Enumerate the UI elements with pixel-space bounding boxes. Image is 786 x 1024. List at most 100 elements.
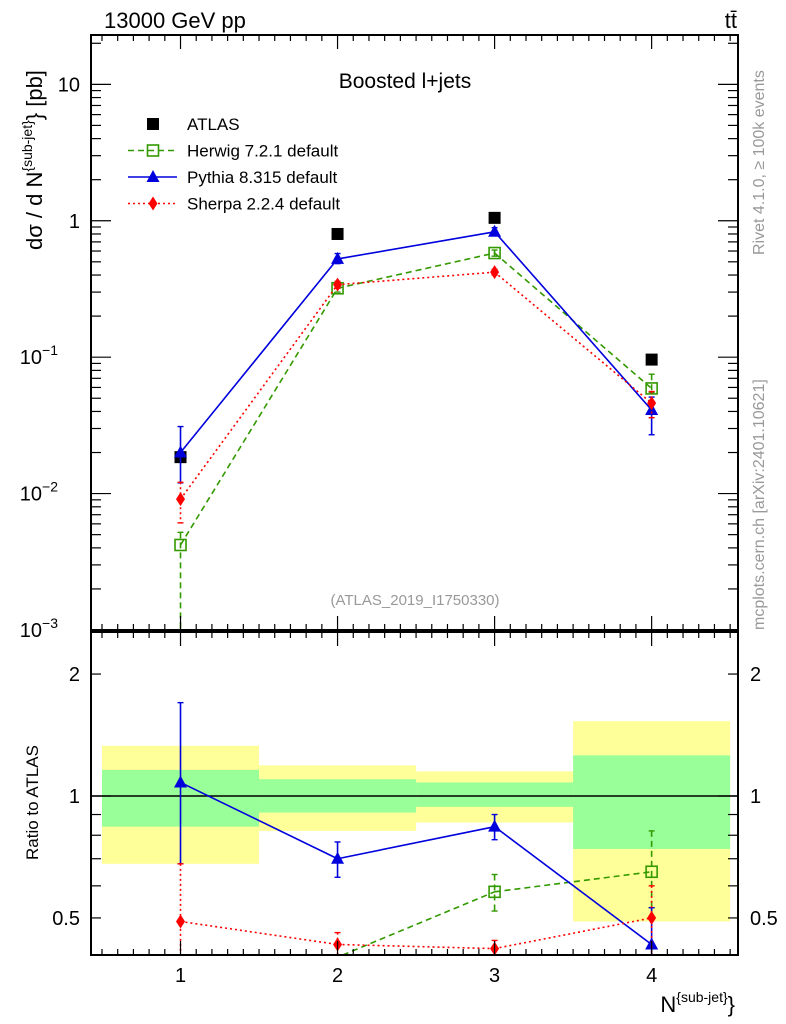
y-tick-label-base: 10 (20, 484, 42, 506)
y-tick-label-exponent: −2 (42, 479, 58, 495)
series-line-segment (179, 284, 339, 500)
legend-marker (146, 144, 160, 157)
data-point (647, 910, 657, 925)
legend-item: Pythia 8.315 default (128, 168, 338, 187)
legend-item: Herwig 7.2.1 default (128, 142, 338, 161)
side-text-rivet: Rivet 4.1.0, ≥ 100k events (751, 70, 768, 255)
data-point (645, 353, 658, 366)
header-left: 13000 GeV pp (104, 8, 246, 33)
green-band-bin-3 (416, 782, 574, 807)
y-tick-label: 1 (69, 786, 80, 808)
side-text-mcplots: mcplots.cern.ch [arXiv:2401.10621] (751, 379, 768, 630)
ratio-y-axis-label: Ratio to ATLAS (23, 745, 42, 860)
series-herwig (334, 830, 658, 956)
series-line-segment (342, 891, 495, 956)
data-point (645, 382, 658, 395)
y-tick-label-base: 0.5 (52, 908, 80, 930)
data-point (490, 265, 500, 280)
data-point (488, 819, 502, 832)
panel-frame (90, 631, 739, 956)
x-axis-label-main: N (660, 992, 676, 1017)
y-tick-label-right: 2 (750, 664, 761, 686)
data-point (488, 224, 502, 237)
legend-marker (148, 196, 158, 211)
y-tick-label-base: 10 (20, 347, 42, 369)
plot-area (174, 211, 659, 630)
y-tick-label-right: 0.5 (750, 908, 778, 930)
series-sherpa (176, 863, 657, 956)
y-tick-label: 1 (69, 211, 80, 233)
series-line-segment (494, 271, 653, 404)
y-tick-label: 10−3 (20, 615, 58, 642)
y-tick-label-base: 1 (69, 211, 80, 233)
panel-frame (90, 34, 739, 631)
legend-label: Sherpa 2.2.4 default (187, 195, 340, 214)
data-point (333, 277, 343, 292)
data-point (174, 445, 188, 458)
series-line-segment (179, 287, 339, 546)
x-axis-label-close: } (728, 992, 735, 1017)
x-tick-label: 2 (332, 965, 343, 987)
y-tick-label: 10 (58, 74, 80, 96)
y-axis-label-main: dσ / d N (22, 172, 47, 250)
series-line-segment (337, 271, 495, 286)
series-line-segment (337, 825, 495, 860)
series-atlas (174, 211, 658, 464)
data-point (176, 492, 186, 507)
series-line-segment (179, 258, 339, 454)
y-axis-label: dσ / d N{sub-jet}} [pb] (19, 70, 47, 250)
series-line-segment (180, 920, 338, 946)
legend: ATLAS Herwig 7.2.1 default Pythia 8.315 de… (128, 115, 340, 214)
series-sherpa (176, 265, 657, 524)
legend-marker (147, 118, 159, 130)
ratio-panel: 2 2 1 1 0.5 0.5 1 2 3 4 (52, 631, 778, 987)
data-point (331, 851, 345, 864)
x-axis-label-sup: {sub-jet} (676, 989, 728, 1005)
x-tick-label: 4 (646, 965, 657, 987)
watermark: (ATLAS_2019_I1750330) (330, 592, 499, 609)
data-point (176, 914, 186, 929)
plot-area (91, 701, 738, 956)
y-tick-label-base: 2 (69, 664, 80, 686)
header-right: tt̄ (725, 8, 737, 33)
series-line-segment (494, 826, 653, 946)
y-tick-label-base: 10 (58, 74, 80, 96)
y-tick-label: 10−2 (20, 479, 58, 506)
y-axis-label-sup: {sub-jet} (19, 120, 35, 172)
x-tick-label: 3 (489, 965, 500, 987)
y-tick-label-exponent: −1 (42, 342, 58, 358)
data-point (488, 885, 501, 899)
data-point (645, 865, 658, 879)
data-point (331, 227, 344, 240)
y-tick-label-base: 1 (69, 786, 80, 808)
series-line-segment (494, 917, 652, 950)
series-line-segment (337, 943, 495, 950)
data-point (488, 211, 501, 224)
y-tick-label-base: 10 (20, 620, 42, 642)
y-axis-label-unit: } [pb] (22, 70, 47, 120)
y-tick-label: 0.5 (52, 908, 80, 930)
plot-title: Boosted l+jets (339, 70, 472, 93)
series-line-segment (337, 231, 495, 260)
data-point (488, 246, 501, 260)
series-herwig (174, 246, 658, 630)
x-tick-label: 1 (175, 965, 186, 987)
legend-item: Sherpa 2.2.4 default (128, 195, 340, 214)
legend-item: ATLAS (147, 115, 240, 134)
y-tick-label: 10−1 (20, 342, 58, 369)
data-point (174, 538, 187, 552)
series-line-segment (493, 231, 653, 411)
data-point (647, 396, 657, 411)
legend-label: Pythia 8.315 default (187, 168, 338, 187)
series-line-segment (494, 870, 652, 893)
legend-marker (146, 170, 160, 182)
series-line-segment (180, 781, 338, 860)
y-tick-label-exponent: −3 (42, 615, 58, 631)
series-line-segment (337, 252, 495, 290)
y-tick-label: 2 (69, 664, 80, 686)
legend-label: Herwig 7.2.1 default (187, 142, 338, 161)
series-pythia (174, 224, 659, 484)
data-point (331, 251, 345, 264)
